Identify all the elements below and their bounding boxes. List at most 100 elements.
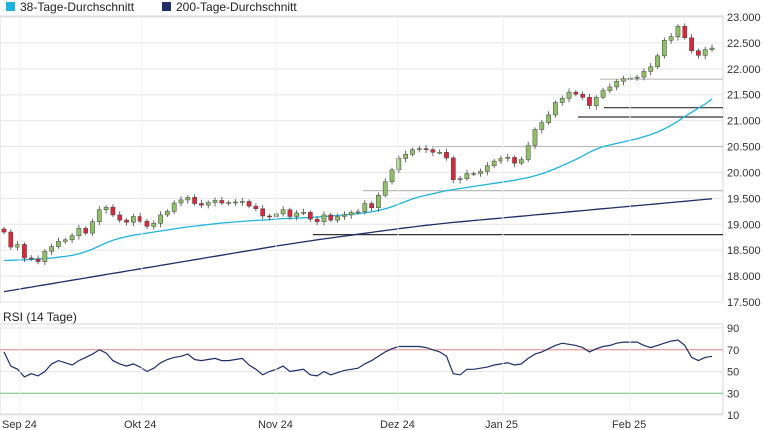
candle-body-up — [151, 222, 157, 227]
candle — [199, 199, 204, 208]
candle-body-up — [566, 91, 572, 99]
candle-body-up — [382, 181, 388, 196]
candle — [56, 237, 61, 249]
candle-body-down — [124, 219, 129, 223]
rsi-y-tick-label: 30 — [727, 388, 739, 400]
candle-body-up — [648, 66, 654, 72]
candle — [83, 226, 89, 236]
candle — [90, 218, 95, 236]
candle-body-down — [110, 206, 116, 216]
candle — [110, 204, 116, 218]
candle — [348, 210, 354, 219]
candle — [205, 200, 211, 209]
candle — [376, 192, 381, 212]
candle-body-down — [307, 212, 313, 220]
candle-body-up — [76, 228, 82, 236]
price-y-tick-label: 19.500 — [727, 193, 761, 205]
candle — [294, 210, 300, 221]
candle-body-up — [185, 197, 191, 201]
candle-body-up — [709, 47, 715, 50]
candle-body-up — [498, 158, 504, 162]
candle — [130, 213, 136, 227]
candle — [8, 229, 14, 250]
candle — [471, 171, 477, 177]
candle-body-down — [35, 258, 41, 262]
candle-body-up — [600, 90, 606, 98]
candle — [321, 211, 327, 226]
candle-body-up — [410, 149, 415, 155]
candle — [607, 83, 613, 94]
candle — [62, 237, 68, 245]
candle-body-down — [1, 228, 7, 233]
price-grid — [0, 16, 723, 303]
candle-body-up — [621, 78, 626, 82]
candle — [689, 34, 694, 54]
candle — [668, 33, 674, 44]
candle — [253, 203, 259, 212]
candle-body-down — [246, 201, 252, 207]
candle — [675, 24, 681, 41]
candle-body-up — [158, 214, 163, 224]
candle-body-down — [580, 93, 586, 98]
candle-body-up — [396, 158, 402, 171]
candle — [641, 68, 647, 81]
candle — [171, 200, 177, 215]
price-y-tick-label: 17.500 — [727, 297, 761, 309]
candle-body-up — [607, 86, 613, 91]
candle — [42, 249, 48, 265]
x-tick-label: Nov 24 — [258, 419, 293, 430]
candle — [519, 156, 524, 166]
candle-body-up — [464, 173, 470, 179]
candle-body-up — [178, 199, 184, 204]
candle-body-up — [416, 148, 422, 150]
price-y-tick-label: 22.000 — [727, 64, 761, 76]
rsi-panel: RSI (14 Tage) 90 70 50 30 10 — [0, 310, 739, 422]
candle-body-up — [505, 157, 511, 159]
candle — [661, 37, 667, 59]
candle-body-down — [144, 220, 150, 227]
candle — [484, 162, 490, 176]
candle-body-up — [342, 214, 347, 217]
candle-body-up — [403, 154, 409, 159]
candle — [96, 206, 102, 225]
candle — [382, 178, 388, 198]
candle — [573, 90, 579, 97]
candle-body-up — [641, 71, 647, 78]
candle-body-up — [171, 202, 177, 212]
candle-body-up — [62, 239, 68, 242]
candle — [655, 53, 660, 69]
candle — [505, 153, 511, 162]
candle-body-up — [553, 102, 558, 116]
candle-body-down — [328, 214, 334, 221]
candle — [239, 197, 245, 206]
candle-body-down — [369, 203, 374, 208]
x-tick-label: Sep 24 — [2, 419, 37, 430]
candle-body-down — [219, 200, 225, 204]
candle-body-up — [668, 36, 674, 41]
candle-body-up — [233, 201, 238, 204]
candle-body-up — [294, 212, 300, 217]
rsi-y-tick-label: 70 — [727, 345, 739, 357]
candle-body-down — [253, 205, 259, 209]
price-panel: 17.500 18.000 18.500 19.000 19.500 20.000 20.5… — [0, 12, 761, 309]
candle-body-up — [226, 202, 232, 204]
candle-body-down — [28, 257, 34, 260]
candle — [478, 168, 483, 177]
support-lines — [313, 78, 723, 236]
candle-body-up — [69, 235, 75, 241]
candle-body-up — [702, 49, 708, 56]
rsi-y-ticks: 90 70 50 30 10 — [727, 323, 739, 422]
candle — [212, 197, 218, 207]
candle-body-up — [539, 122, 545, 130]
candle — [614, 79, 620, 91]
candle-body-down — [267, 215, 272, 218]
candle — [709, 44, 715, 52]
candle — [512, 155, 517, 168]
candle-body-down — [682, 26, 688, 38]
candle — [566, 88, 572, 103]
candle — [539, 119, 545, 134]
rsi-lines — [3, 339, 713, 378]
candle — [410, 147, 415, 157]
candle-body-down — [573, 91, 579, 95]
candle-body-down — [512, 157, 517, 164]
